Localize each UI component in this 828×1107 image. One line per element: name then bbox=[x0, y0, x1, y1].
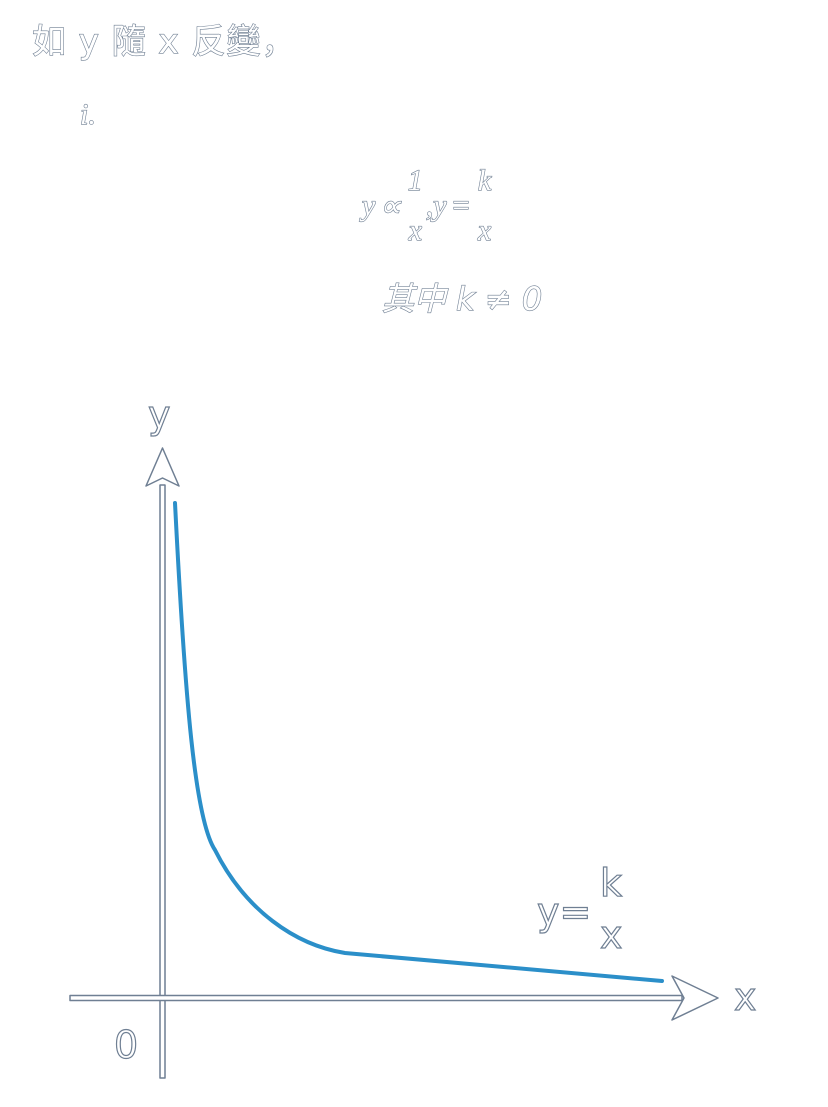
formula-comma: , bbox=[425, 188, 434, 222]
condition-text: 其中 k ≠ 0 bbox=[381, 279, 543, 318]
fraction-k-over-x: k x bbox=[477, 164, 492, 247]
fraction-numerator: k bbox=[477, 164, 492, 197]
fraction-denominator: x bbox=[477, 214, 492, 247]
formula-y: y bbox=[433, 188, 448, 222]
y-axis-arrow-icon bbox=[145, 447, 180, 487]
origin-label: 0 bbox=[114, 1023, 138, 1067]
curve-label-prefix: y= bbox=[537, 890, 591, 934]
x-axis-label: x bbox=[734, 975, 757, 1019]
item-label: i. bbox=[79, 97, 96, 131]
equals-sign: = bbox=[450, 188, 471, 222]
y-axis-label: y bbox=[148, 393, 171, 437]
x-axis-line bbox=[69, 994, 683, 1002]
fraction-one-over-x: 1 x bbox=[407, 164, 423, 247]
x-axis-arrow-icon bbox=[671, 975, 719, 1021]
curve-label-denominator: x bbox=[600, 913, 623, 957]
curve-label-numerator: k bbox=[600, 861, 622, 905]
heading-text: 如 y 隨 x 反變， bbox=[31, 21, 297, 62]
inverse-variation-formula: y ∝ 1 x , y = k x bbox=[361, 164, 494, 247]
fraction-numerator: 1 bbox=[407, 164, 423, 197]
hyperbola-curve bbox=[173, 501, 664, 983]
y-axis-line bbox=[159, 484, 166, 1079]
fraction-denominator: x bbox=[408, 214, 423, 247]
formula-y: y bbox=[361, 188, 376, 222]
proportional-symbol: ∝ bbox=[379, 189, 402, 223]
